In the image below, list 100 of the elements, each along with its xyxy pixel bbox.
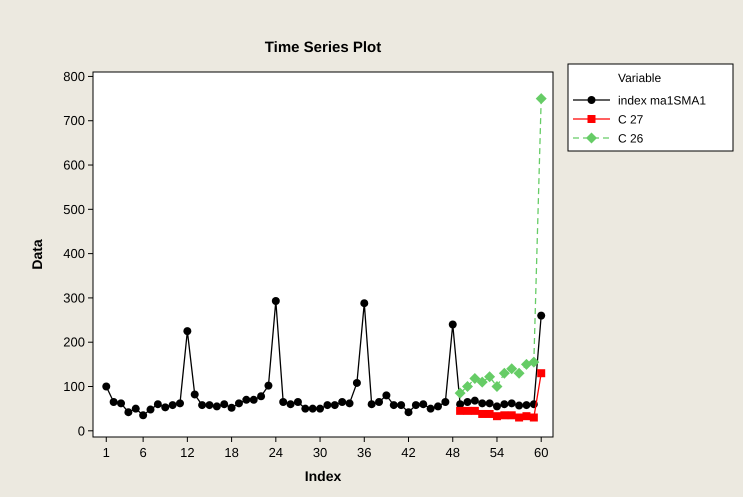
legend-title: Variable [618, 71, 662, 85]
point [434, 402, 442, 410]
point [491, 381, 502, 392]
legend-label: C 27 [618, 112, 644, 126]
point [426, 404, 435, 413]
point [470, 396, 479, 405]
point [412, 401, 420, 410]
point [506, 363, 518, 374]
y-tick-label: 200 [63, 334, 85, 350]
point [352, 378, 361, 387]
point [469, 373, 480, 384]
point [397, 401, 406, 410]
point [242, 396, 250, 404]
point [515, 402, 524, 410]
x-tick-label: 60 [534, 445, 548, 460]
point [139, 411, 148, 420]
point [168, 401, 177, 410]
point [448, 320, 457, 328]
x-tick-label: 36 [357, 445, 372, 460]
point [368, 400, 376, 408]
point [360, 299, 368, 308]
point [110, 398, 118, 406]
point [462, 381, 473, 392]
x-tick-label: 48 [446, 445, 460, 460]
point [536, 93, 547, 104]
x-tick-label: 42 [401, 445, 416, 460]
point [537, 369, 546, 378]
point [404, 408, 413, 416]
point [102, 382, 110, 390]
point [279, 398, 288, 406]
y-tick-label: 800 [63, 68, 85, 84]
point [228, 404, 236, 412]
point [456, 406, 464, 415]
y-tick-label: 0 [78, 423, 85, 438]
x-axis-title: Index [304, 468, 342, 484]
point [183, 327, 192, 336]
x-tick-label: 24 [268, 445, 284, 460]
point [441, 398, 450, 406]
point [537, 312, 546, 320]
x-tick-label: 18 [224, 445, 239, 460]
x-tick-label: 12 [180, 445, 195, 460]
point [323, 401, 332, 410]
y-tick-label: 100 [63, 379, 85, 394]
point [220, 400, 228, 408]
point [382, 391, 390, 400]
x-tick-label: 54 [490, 445, 504, 460]
point [308, 404, 317, 413]
point [190, 390, 199, 398]
point [146, 406, 154, 414]
y-tick-label: 600 [63, 158, 85, 173]
legend-label: C 26 [618, 132, 644, 146]
point [528, 356, 540, 368]
point [419, 400, 428, 408]
point [272, 297, 280, 306]
point [234, 399, 243, 408]
point [161, 403, 170, 412]
point [500, 400, 508, 408]
legend-label: index ma1SMA1 [618, 94, 706, 108]
point [476, 376, 488, 388]
point [508, 399, 516, 408]
point [463, 398, 472, 406]
y-tick-label: 300 [63, 290, 85, 306]
point [132, 404, 140, 413]
point [454, 388, 466, 399]
point [212, 402, 221, 410]
y-axis-title: Data [29, 239, 45, 270]
point [390, 401, 398, 410]
point [286, 400, 295, 408]
x-tick-label: 1 [102, 445, 110, 460]
point [316, 404, 324, 413]
point [514, 368, 525, 379]
point [154, 400, 162, 408]
x-tick-label: 30 [312, 445, 328, 460]
point [484, 371, 496, 382]
point [346, 399, 354, 408]
point [520, 358, 532, 370]
y-tick-label: 500 [63, 202, 85, 217]
y-tick-label: 700 [63, 113, 85, 128]
point [486, 399, 494, 408]
point [522, 401, 530, 410]
point [492, 402, 501, 410]
chart-title: Time Series Plot [264, 39, 382, 56]
point [124, 408, 132, 416]
point [478, 399, 486, 408]
point [498, 368, 510, 379]
point [257, 392, 266, 400]
y-tick-label: 400 [63, 246, 85, 262]
point [250, 396, 258, 404]
point [198, 401, 206, 410]
x-tick-label: 6 [140, 445, 147, 460]
point [264, 382, 272, 390]
point [294, 398, 302, 406]
point [330, 401, 339, 410]
point [530, 414, 538, 422]
point [205, 401, 214, 410]
point [338, 398, 346, 406]
point [375, 398, 384, 406]
point [176, 399, 184, 408]
point [117, 399, 126, 408]
point [301, 404, 310, 413]
